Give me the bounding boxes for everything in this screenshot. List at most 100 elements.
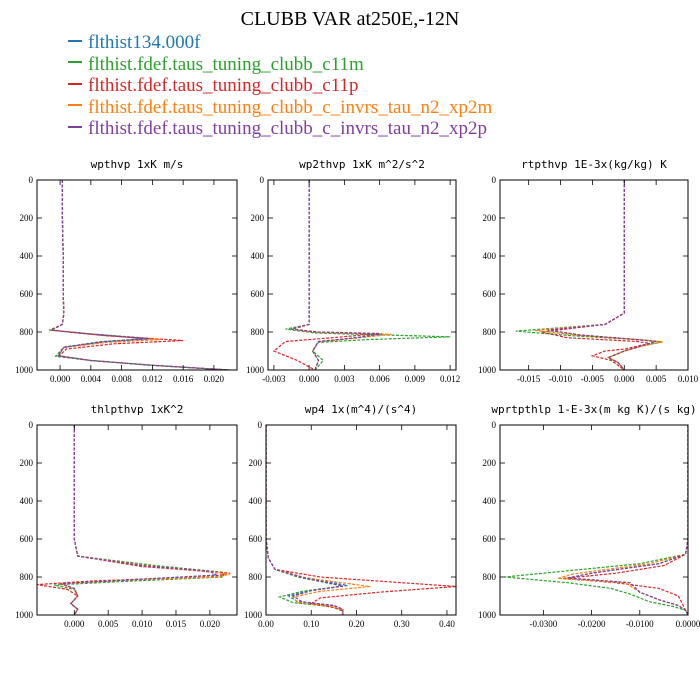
x-tick-label: 0.30 bbox=[394, 619, 410, 629]
chart-panel: rtpthvp 1E-3x(kg/kg) K 0 200 400 600 800 1000 -… bbox=[478, 158, 699, 384]
series-line bbox=[547, 180, 657, 370]
legend: flthist134.000f flthist.fdef.taus_tuning_… bbox=[68, 32, 492, 140]
y-tick-label: 400 bbox=[249, 496, 263, 506]
panel-title: thlpthvp 1xK^2 bbox=[91, 403, 184, 416]
series-line bbox=[49, 180, 230, 370]
legend-entry: flthist.fdef.taus_tuning_clubb_c11p bbox=[68, 75, 492, 97]
y-tick-label: 800 bbox=[249, 572, 263, 582]
x-tick-label: 0.000 bbox=[299, 374, 320, 384]
legend-entry: flthist.fdef.taus_tuning_clubb_c11m bbox=[68, 54, 492, 76]
x-tick-label: -0.010 bbox=[549, 374, 573, 384]
series-line bbox=[541, 180, 650, 370]
x-tick-label: 0.012 bbox=[142, 374, 162, 384]
y-tick-label: 1000 bbox=[244, 610, 263, 620]
chart-panel: wpthvp 1xK m/s 0 200 400 600 800 1000 0.000 0.00… bbox=[15, 158, 238, 384]
series-line bbox=[60, 425, 219, 615]
y-tick-label: 1000 bbox=[478, 610, 497, 620]
x-tick-label: 0.10 bbox=[303, 619, 319, 629]
x-tick-label: -0.0200 bbox=[578, 619, 606, 629]
y-tick-label: 0 bbox=[258, 420, 263, 430]
series-line bbox=[266, 425, 348, 615]
y-tick-label: 400 bbox=[483, 496, 497, 506]
x-tick-label: 0.000 bbox=[64, 619, 85, 629]
y-tick-label: 1000 bbox=[478, 365, 497, 375]
x-tick-label: 0.020 bbox=[200, 619, 221, 629]
y-tick-label: 600 bbox=[251, 289, 265, 299]
x-tick-label: 0.000 bbox=[614, 374, 635, 384]
y-tick-label: 800 bbox=[483, 572, 497, 582]
y-tick-label: 400 bbox=[251, 251, 265, 261]
x-tick-label: 0.00 bbox=[258, 619, 274, 629]
x-tick-label: 0.008 bbox=[111, 374, 132, 384]
legend-swatch bbox=[68, 104, 82, 107]
x-tick-label: 0.005 bbox=[98, 619, 119, 629]
x-tick-label: 0.020 bbox=[204, 374, 225, 384]
y-tick-label: 200 bbox=[251, 213, 265, 223]
y-tick-label: 600 bbox=[483, 289, 497, 299]
y-tick-label: 600 bbox=[249, 534, 263, 544]
y-tick-label: 400 bbox=[20, 251, 34, 261]
y-tick-label: 200 bbox=[249, 458, 263, 468]
chart-panel: wp2thvp 1xK m^2/s^2 0 200 400 600 800 1000-0.0… bbox=[246, 158, 460, 384]
chart-panel: wprtpthlp 1-E-3x(m kg K)/(s kg) 0 200 400 60… bbox=[478, 403, 700, 629]
legend-entry: flthist.fdef.taus_tuning_clubb_c_invrs_t… bbox=[68, 97, 492, 119]
series-line bbox=[567, 425, 688, 615]
series-line bbox=[515, 180, 663, 370]
legend-label: flthist.fdef.taus_tuning_clubb_c_invrs_t… bbox=[88, 118, 487, 139]
y-tick-label: 200 bbox=[483, 458, 497, 468]
panel-title: wp4 1x(m^4)/(s^4) bbox=[305, 403, 418, 416]
series-line bbox=[53, 425, 224, 615]
y-tick-label: 200 bbox=[483, 213, 497, 223]
series-line bbox=[49, 180, 230, 370]
x-tick-label: 0.006 bbox=[370, 374, 391, 384]
x-tick-label: 0.010 bbox=[132, 619, 153, 629]
plot-frame bbox=[499, 424, 689, 616]
x-tick-label: 0.20 bbox=[349, 619, 365, 629]
y-tick-label: 1000 bbox=[246, 365, 265, 375]
y-tick-label: 800 bbox=[20, 327, 34, 337]
series-line bbox=[272, 180, 380, 370]
y-tick-label: 800 bbox=[483, 327, 497, 337]
legend-swatch bbox=[68, 125, 82, 128]
plot-frame bbox=[36, 179, 238, 371]
x-tick-label: -0.0300 bbox=[530, 619, 558, 629]
y-tick-label: 400 bbox=[483, 251, 497, 261]
series-line bbox=[504, 425, 688, 615]
x-tick-label: 0.000 bbox=[50, 374, 71, 384]
y-tick-label: 0 bbox=[29, 175, 34, 185]
x-tick-label: 0.005 bbox=[646, 374, 667, 384]
legend-label: flthist.fdef.taus_tuning_clubb_c11p bbox=[88, 75, 359, 96]
y-tick-label: 800 bbox=[20, 572, 34, 582]
series-line bbox=[567, 425, 688, 615]
series-line bbox=[547, 180, 657, 370]
x-tick-label: 0.0000 bbox=[676, 619, 700, 629]
x-tick-label: 0.016 bbox=[173, 374, 194, 384]
y-tick-label: 1000 bbox=[15, 365, 34, 375]
panel-title: wprtpthlp 1-E-3x(m kg K)/(s kg) bbox=[491, 403, 696, 416]
series-line bbox=[562, 425, 688, 615]
y-tick-label: 0 bbox=[29, 420, 34, 430]
legend-swatch bbox=[68, 61, 82, 64]
y-tick-label: 200 bbox=[20, 213, 34, 223]
y-tick-label: 0 bbox=[492, 175, 497, 185]
y-tick-label: 400 bbox=[20, 496, 34, 506]
series-line bbox=[266, 425, 371, 615]
y-tick-label: 600 bbox=[483, 534, 497, 544]
series-line bbox=[266, 425, 344, 615]
legend-entry: flthist.fdef.taus_tuning_clubb_c_invrs_t… bbox=[68, 118, 492, 140]
x-tick-label: 0.009 bbox=[405, 374, 426, 384]
series-line bbox=[285, 180, 451, 370]
plot-frame bbox=[265, 424, 457, 616]
y-tick-label: 600 bbox=[20, 534, 34, 544]
legend-entry: flthist134.000f bbox=[68, 32, 492, 54]
legend-swatch bbox=[68, 82, 82, 85]
series-line bbox=[48, 180, 230, 370]
chart-panel: thlpthvp 1xK^2 0 200 400 600 800 1000 0.000 0.00… bbox=[15, 403, 238, 629]
x-tick-label: 0.40 bbox=[439, 619, 455, 629]
panel-title: wp2thvp 1xK m^2/s^2 bbox=[299, 158, 425, 171]
x-tick-label: 0.004 bbox=[81, 374, 102, 384]
y-tick-label: 800 bbox=[251, 327, 265, 337]
series-line bbox=[60, 425, 231, 615]
